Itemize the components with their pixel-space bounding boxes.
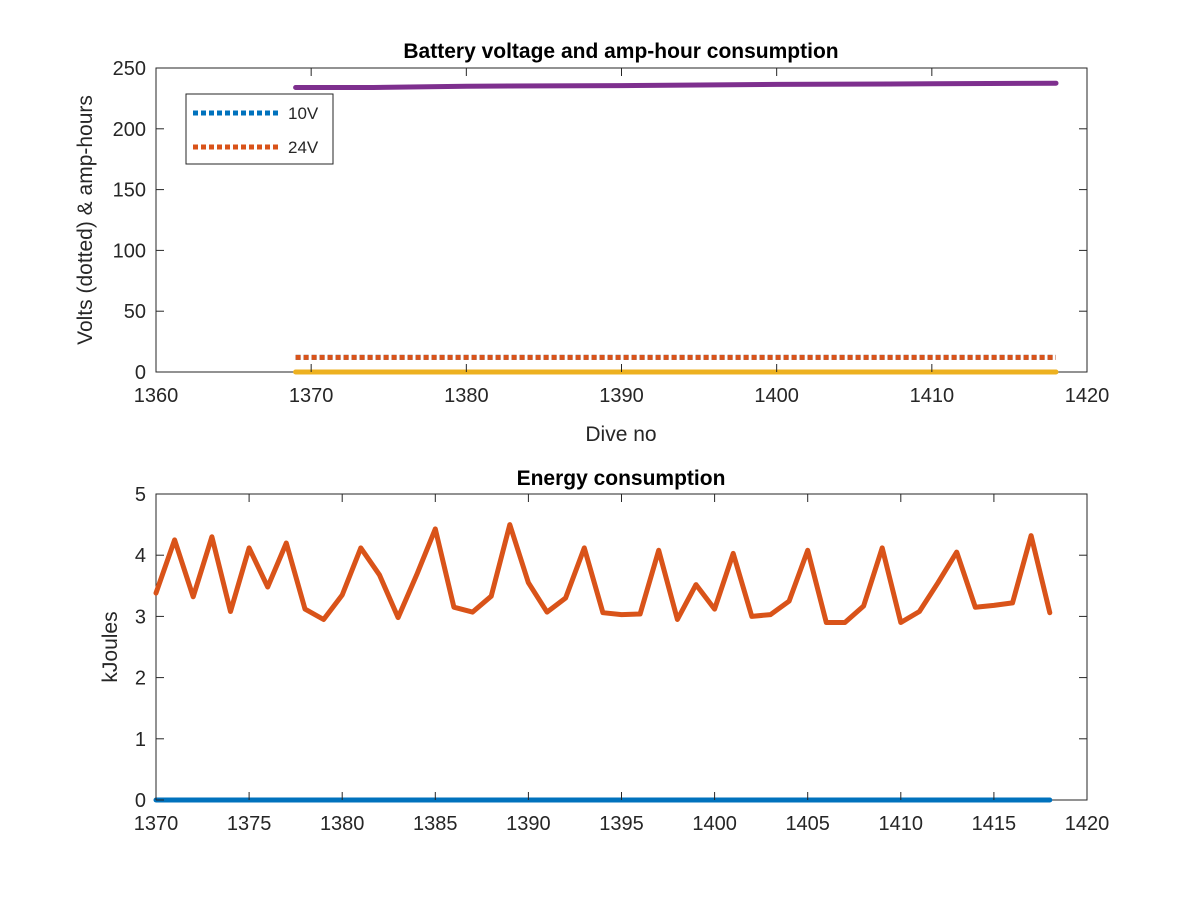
x-tick-label: 1370: [134, 813, 179, 835]
legend-label-10v: 10V: [288, 104, 319, 123]
x-tick-label: 1410: [879, 813, 924, 835]
x-tick-label: 1370: [289, 385, 334, 407]
x-tick-label: 1390: [599, 385, 644, 407]
y-tick-label: 4: [135, 545, 146, 567]
y-ticks: 0 1 2 3 4 5: [135, 484, 1087, 812]
y-ticks: 0 50 100 150 200 250: [113, 58, 1087, 384]
x-tick-label: 1375: [227, 813, 272, 835]
x-tick-label: 1415: [972, 813, 1017, 835]
legend-box: [185, 93, 334, 165]
chart-title: Battery voltage and amp-hour consumption: [403, 40, 838, 63]
y-tick-label: 0: [135, 790, 146, 812]
x-tick-label: 1385: [413, 813, 458, 835]
series-line-1: [153, 522, 1053, 625]
x-tick-label: 1390: [506, 813, 551, 835]
chart-title: Energy consumption: [517, 467, 726, 490]
legend: 10V 24V: [185, 93, 334, 165]
chart-energy: 1370 1375 1380 1385 1390 1395 1400 1405 1410 1415…: [99, 467, 1109, 835]
y-axis-label: kJoules: [99, 611, 122, 682]
y-tick-label: 150: [113, 180, 146, 202]
x-tick-label: 1420: [1065, 385, 1110, 407]
x-axis-label: Dive no: [585, 423, 656, 446]
chart-battery: 1360 1370 1380 1390 1400 1410 1420 0 50 100 150 20…: [74, 40, 1109, 446]
x-tick-label: 1420: [1065, 813, 1110, 835]
y-axis-label: Volts (dotted) & amp-hours: [74, 95, 97, 345]
y-tick-label: 3: [135, 606, 146, 628]
x-tick-label: 1395: [599, 813, 644, 835]
y-tick-label: 250: [113, 58, 146, 80]
y-tick-label: 5: [135, 484, 146, 506]
x-tick-label: 1400: [692, 813, 737, 835]
x-tick-label: 1380: [320, 813, 365, 835]
x-tick-label: 1400: [754, 385, 799, 407]
y-tick-label: 2: [135, 668, 146, 690]
y-tick-label: 1: [135, 729, 146, 751]
x-tick-label: 1410: [910, 385, 955, 407]
x-ticks: 1370 1375 1380 1385 1390 1395 1400 1405 1410 1415…: [134, 494, 1110, 835]
x-tick-label: 1405: [785, 813, 830, 835]
x-ticks: 1360 1370 1380 1390 1400 1410 1420: [134, 68, 1110, 407]
y-tick-label: 200: [113, 119, 146, 141]
x-tick-label: 1360: [134, 385, 179, 407]
series-group: [293, 80, 1059, 375]
y-tick-label: 100: [113, 240, 146, 262]
y-tick-label: 0: [135, 362, 146, 384]
y-tick-label: 50: [124, 301, 146, 323]
legend-label-24v: 24V: [288, 138, 319, 157]
series-line-3: [293, 80, 1059, 90]
plot-area: [155, 493, 1088, 801]
x-tick-label: 1380: [444, 385, 489, 407]
